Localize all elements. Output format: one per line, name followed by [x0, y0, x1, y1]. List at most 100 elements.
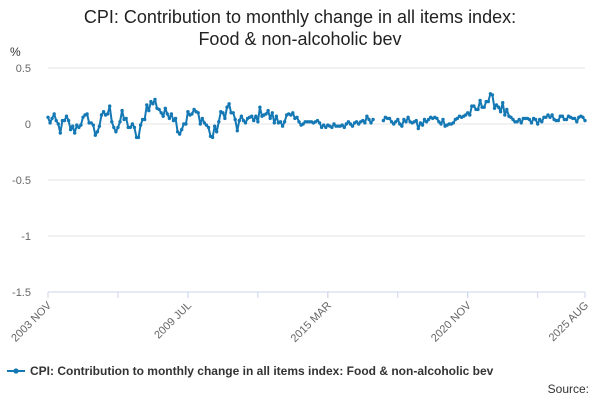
data-point[interactable]	[357, 122, 361, 126]
data-point[interactable]	[466, 111, 470, 115]
data-point[interactable]	[241, 118, 246, 123]
data-point[interactable]	[116, 125, 120, 130]
data-point[interactable]	[178, 132, 182, 136]
data-point[interactable]	[529, 121, 534, 125]
data-point[interactable]	[91, 123, 96, 127]
data-point[interactable]	[147, 108, 151, 113]
data-point[interactable]	[354, 120, 359, 124]
data-point[interactable]	[145, 103, 149, 107]
data-point[interactable]	[297, 120, 301, 124]
data-point[interactable]	[184, 122, 188, 126]
data-point[interactable]	[406, 115, 410, 120]
data-point[interactable]	[62, 118, 67, 123]
data-point[interactable]	[198, 122, 202, 126]
data-point[interactable]	[402, 117, 406, 122]
data-point[interactable]	[280, 124, 285, 128]
data-point[interactable]	[527, 117, 532, 122]
data-point[interactable]	[186, 110, 190, 114]
data-point[interactable]	[414, 118, 418, 123]
data-point[interactable]	[301, 122, 305, 126]
data-point[interactable]	[511, 117, 515, 122]
data-point[interactable]	[106, 112, 110, 116]
data-point[interactable]	[478, 98, 482, 103]
legend[interactable]: CPI: Contribution to monthly change in a…	[7, 364, 494, 378]
data-point[interactable]	[441, 117, 445, 122]
data-point[interactable]	[85, 112, 89, 116]
data-point[interactable]	[416, 126, 420, 131]
data-point[interactable]	[58, 131, 62, 135]
data-point[interactable]	[505, 107, 509, 112]
data-point[interactable]	[398, 122, 402, 126]
data-point[interactable]	[202, 121, 207, 125]
data-point[interactable]	[204, 123, 209, 127]
data-point[interactable]	[278, 120, 283, 124]
data-point[interactable]	[110, 120, 114, 124]
data-point[interactable]	[235, 129, 239, 133]
data-point[interactable]	[192, 107, 196, 112]
data-point[interactable]	[536, 122, 540, 126]
data-point[interactable]	[165, 112, 169, 116]
data-point[interactable]	[95, 130, 100, 134]
data-point[interactable]	[573, 116, 577, 121]
data-point[interactable]	[270, 111, 274, 115]
data-point[interactable]	[213, 124, 217, 128]
data-point[interactable]	[400, 124, 404, 128]
data-point[interactable]	[210, 135, 215, 140]
data-point[interactable]	[180, 127, 184, 132]
data-point[interactable]	[157, 107, 161, 112]
data-point[interactable]	[581, 115, 585, 120]
data-point[interactable]	[533, 117, 538, 122]
data-point[interactable]	[482, 105, 486, 109]
data-point[interactable]	[503, 113, 507, 117]
data-point[interactable]	[250, 114, 254, 118]
data-point[interactable]	[492, 106, 497, 111]
data-point[interactable]	[215, 130, 219, 134]
data-point[interactable]	[136, 135, 141, 140]
data-point[interactable]	[348, 122, 353, 126]
data-point[interactable]	[517, 117, 521, 122]
data-point[interactable]	[50, 116, 54, 121]
data-point[interactable]	[396, 117, 400, 122]
data-point[interactable]	[317, 121, 322, 125]
data-point[interactable]	[200, 116, 204, 121]
data-point[interactable]	[171, 118, 176, 123]
data-point[interactable]	[496, 105, 501, 109]
data-point[interactable]	[548, 115, 552, 120]
data-point[interactable]	[128, 125, 132, 130]
data-point[interactable]	[424, 120, 429, 124]
data-point[interactable]	[225, 105, 229, 109]
data-point[interactable]	[206, 125, 211, 130]
data-point[interactable]	[89, 121, 93, 125]
data-point[interactable]	[97, 124, 102, 128]
data-point[interactable]	[340, 123, 344, 127]
data-point[interactable]	[52, 112, 56, 116]
data-point[interactable]	[161, 114, 165, 118]
data-point[interactable]	[367, 117, 371, 122]
data-point[interactable]	[387, 116, 392, 121]
data-point[interactable]	[99, 113, 104, 117]
data-point[interactable]	[77, 125, 81, 130]
data-point[interactable]	[350, 124, 355, 128]
data-point[interactable]	[163, 106, 167, 111]
data-point[interactable]	[237, 118, 241, 123]
data-point[interactable]	[274, 114, 279, 118]
data-point[interactable]	[101, 110, 106, 114]
data-point[interactable]	[132, 125, 137, 130]
data-point[interactable]	[66, 118, 71, 123]
data-point[interactable]	[392, 122, 396, 126]
data-point[interactable]	[138, 123, 143, 127]
data-point[interactable]	[519, 121, 523, 125]
data-point[interactable]	[130, 122, 135, 126]
data-point[interactable]	[71, 124, 75, 128]
data-point[interactable]	[258, 105, 262, 109]
data-point[interactable]	[389, 120, 394, 124]
data-point[interactable]	[159, 111, 163, 115]
data-point[interactable]	[544, 115, 548, 120]
data-point[interactable]	[93, 133, 98, 137]
data-point[interactable]	[468, 113, 472, 117]
data-point[interactable]	[365, 114, 369, 118]
data-point[interactable]	[221, 111, 225, 115]
data-point[interactable]	[153, 97, 157, 102]
data-point[interactable]	[550, 113, 554, 117]
data-point[interactable]	[381, 118, 386, 123]
